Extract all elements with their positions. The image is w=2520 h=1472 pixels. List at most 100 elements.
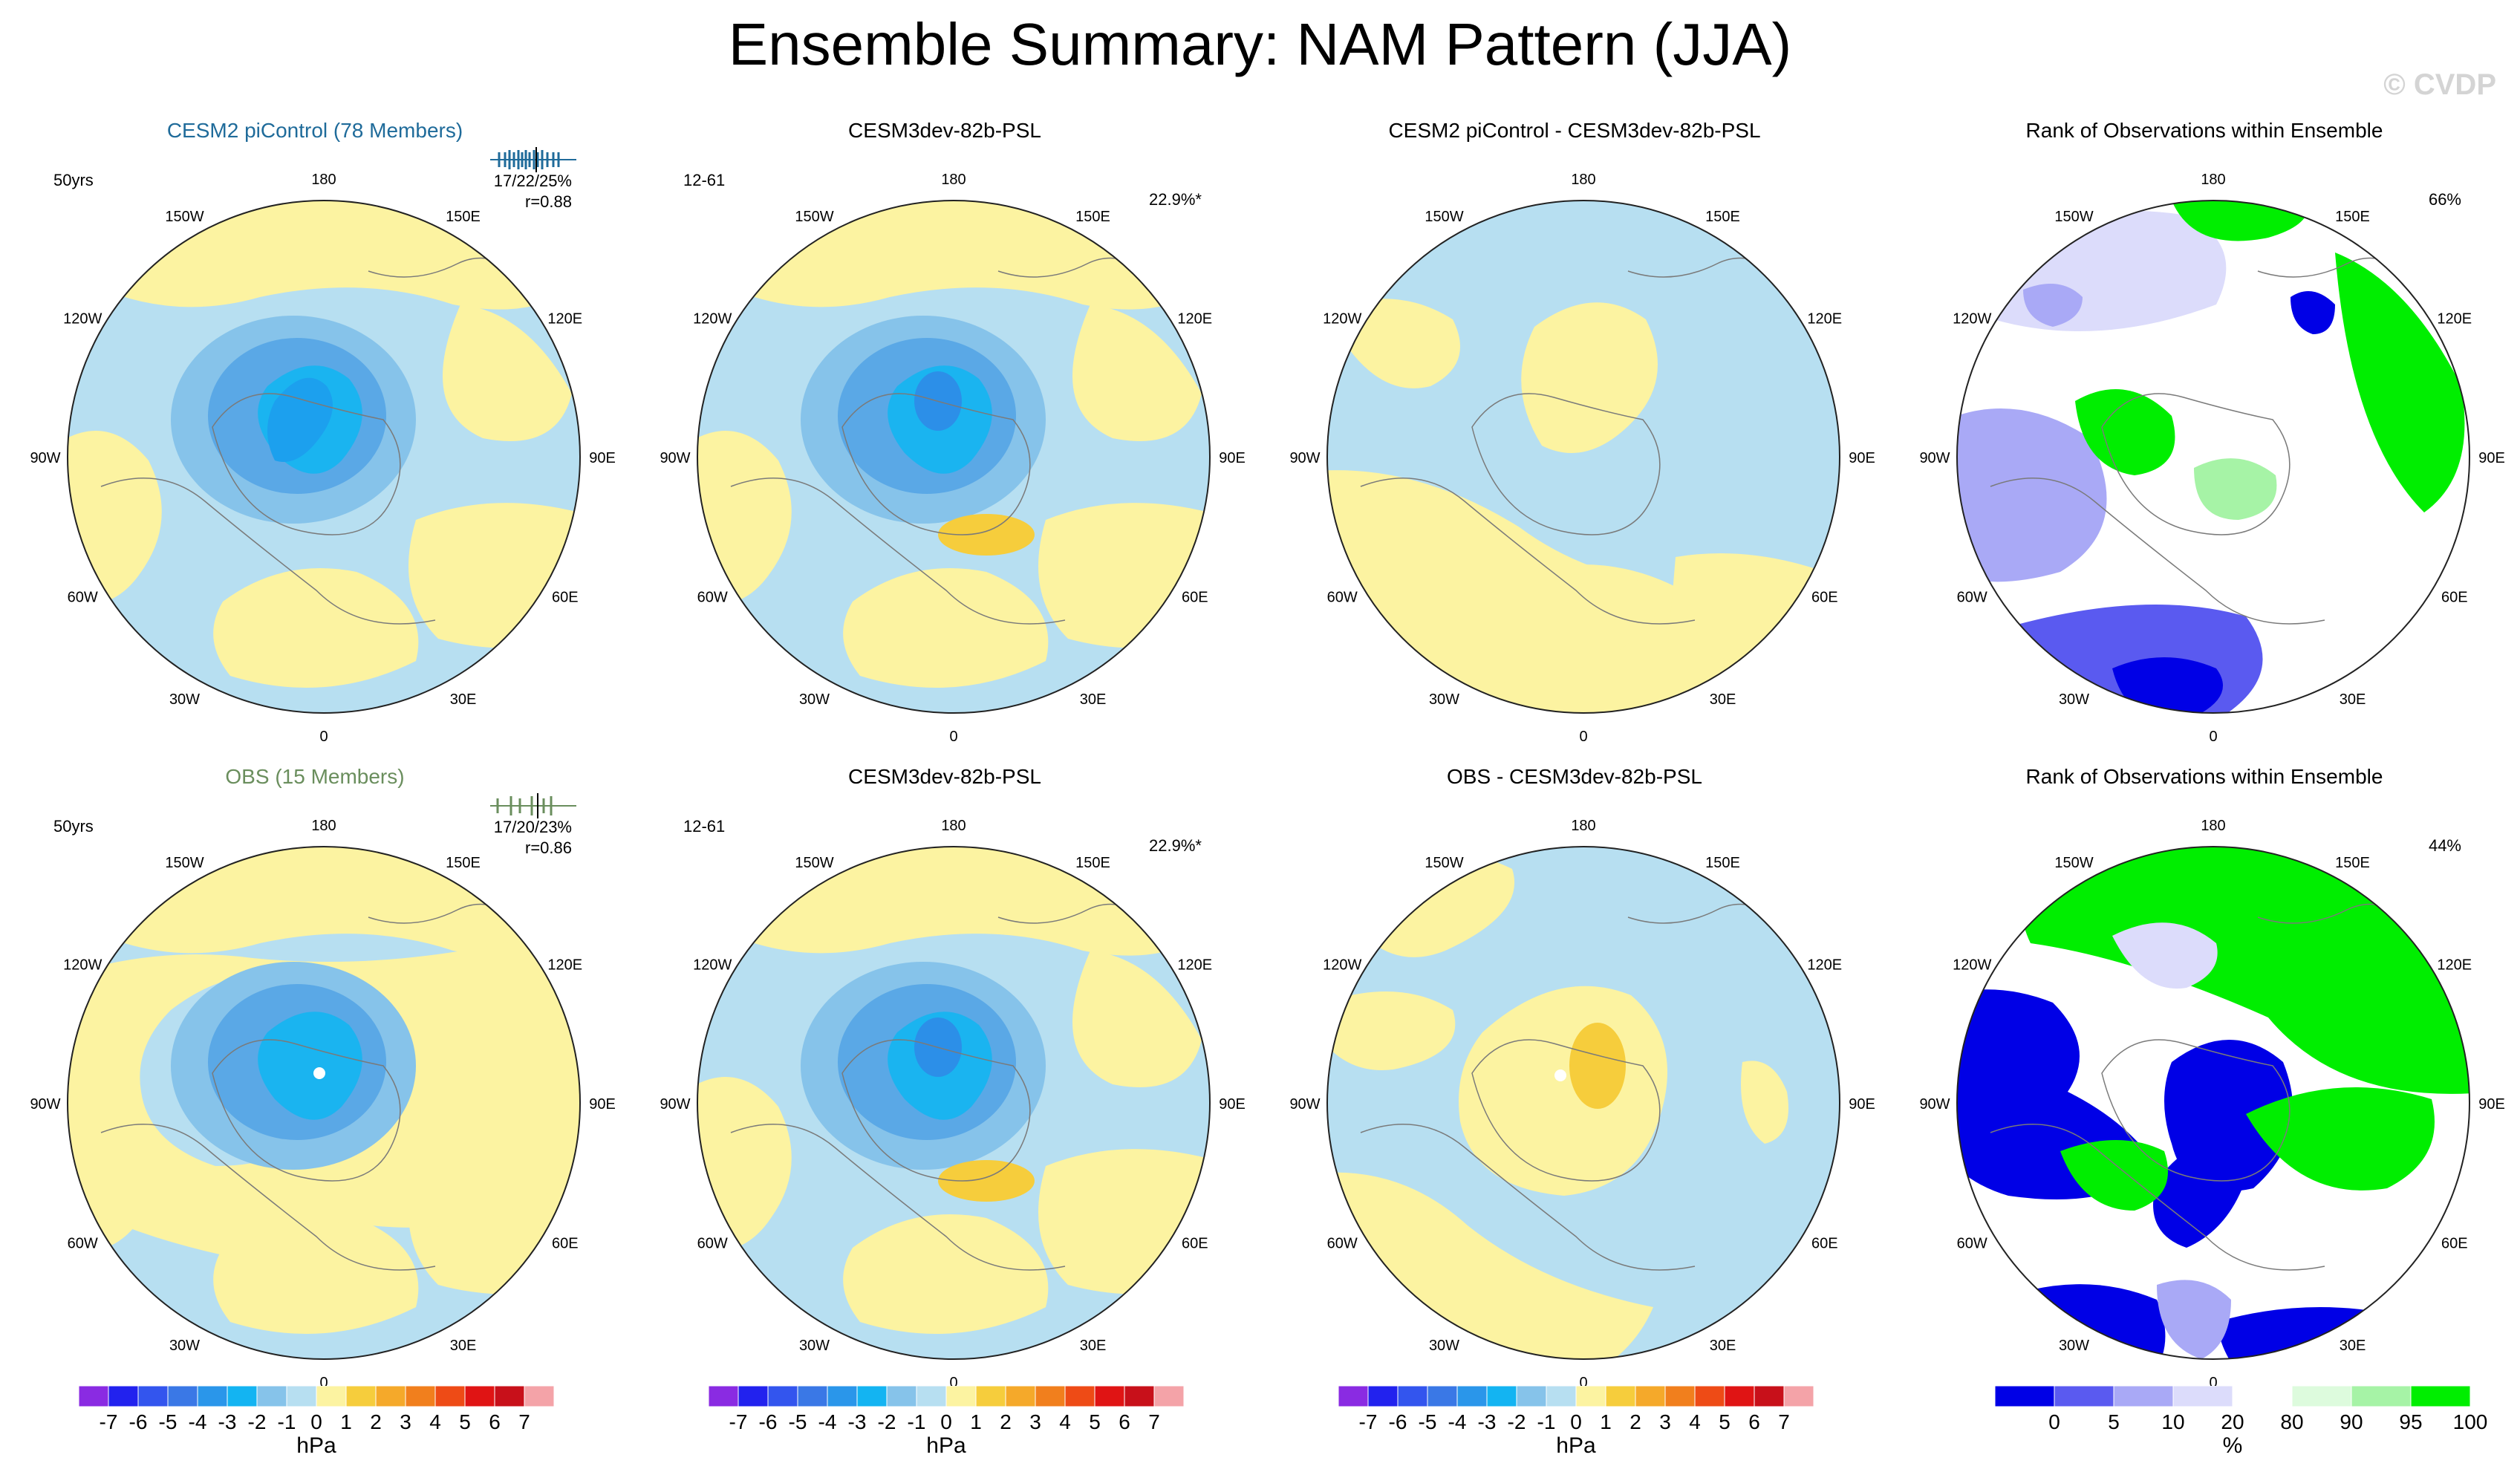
map-field (68, 847, 580, 1359)
lon-label: 180 (1571, 172, 1595, 188)
lon-label: 120W (693, 957, 732, 974)
positive-region (408, 503, 580, 648)
colorbar-label: 0 (2048, 1410, 2060, 1433)
spread-ticks (496, 796, 553, 815)
rank-region (2335, 253, 2465, 512)
colorbar-swatch (1605, 1385, 1636, 1407)
lon-label: 30E (450, 1338, 477, 1354)
map-svg: 180 150E 120E 90E 60E 30E 0 30W 60W 90W 120W 150W (1919, 172, 2505, 745)
years-label: 50yrs (53, 817, 94, 836)
positive-region (213, 1214, 419, 1334)
lon-label: 120E (1807, 311, 1842, 328)
coastline (212, 393, 401, 535)
positive-region (213, 568, 419, 688)
lon-label: 150E (1705, 209, 1740, 225)
colorbar-swatch (738, 1385, 769, 1407)
colorbar-swatch (827, 1385, 858, 1407)
panel-cesm2-picontrol: CESM2 piControl (78 Members) 50yrs 17/22… (0, 119, 630, 772)
colorbar-swatch (1035, 1385, 1066, 1407)
colorbar-label: 5 (2108, 1410, 2120, 1433)
panel-title: Rank of Observations within Ensemble (2025, 119, 2383, 142)
lon-label: 60E (1182, 590, 1208, 606)
coastline (212, 1039, 401, 1182)
coastline (2101, 1039, 2291, 1182)
positive-region (1072, 305, 1202, 441)
lon-label: 180 (941, 172, 966, 188)
rank-region (2157, 1280, 2231, 1359)
coastline (1360, 478, 1696, 625)
lon-label: 60W (1327, 590, 1358, 606)
lon-label: 120E (1807, 957, 1842, 974)
rank-region (2060, 1140, 2168, 1211)
colorbar-swatch (1694, 1385, 1725, 1407)
colorbar-label: -6 (1389, 1410, 1407, 1433)
colorbar-unit: hPa (1556, 1433, 1596, 1458)
rank-region (2023, 284, 2083, 327)
coastline (1471, 1039, 1661, 1182)
missing-data-dot (313, 1067, 325, 1079)
colorbar-swatch (494, 1385, 525, 1407)
map-border (1326, 200, 1840, 714)
lon-label: 180 (2201, 172, 2225, 188)
colorbar-swatch (1456, 1385, 1488, 1407)
lon-label: 180 (311, 172, 336, 188)
lon-label: 30E (2340, 691, 2366, 708)
colorbar-label: -2 (878, 1410, 896, 1433)
lon-label: 90E (1849, 450, 1875, 466)
colorbar-swatch (1546, 1385, 1577, 1407)
panel-difference-top: CESM2 piControl - CESM3dev-82b-PSL 180 15… (1260, 119, 1889, 772)
colorbar-label: -4 (1448, 1410, 1467, 1433)
lon-label: 150W (1425, 209, 1463, 225)
lon-label: 150E (2335, 855, 2370, 871)
rank-region (1957, 408, 2107, 582)
colorbar-swatch (2232, 1385, 2293, 1407)
colorbar-label: -6 (759, 1410, 778, 1433)
lon-label: 120E (1177, 957, 1212, 974)
colorbar-swatch (1367, 1385, 1399, 1407)
lon-label: 30E (1710, 691, 1736, 708)
colorbar-swatch (1338, 1385, 1369, 1407)
lon-label: 150E (2335, 209, 2370, 225)
colorbar-label: 2 (1629, 1410, 1641, 1433)
lon-label: 60W (697, 1236, 728, 1252)
coastline (2101, 393, 2291, 535)
coastline (730, 1124, 1066, 1271)
map-border (1956, 200, 2470, 714)
years-label: 12-61 (683, 817, 726, 836)
lon-label: 60W (1327, 1236, 1358, 1252)
lon-label: 60E (1811, 1236, 1838, 1252)
colorbar-label: 5 (1719, 1410, 1731, 1433)
colorbar-label: 1 (1600, 1410, 1612, 1433)
colorbar-swatch (2172, 1385, 2233, 1407)
stats-correlation: r=0.86 (525, 838, 572, 857)
colorbar-label: 100 (2453, 1410, 2488, 1433)
colorbar-label: 7 (518, 1410, 530, 1433)
map-field (697, 847, 1210, 1359)
lon-label: 150W (795, 209, 833, 225)
lon-label: 150E (446, 855, 481, 871)
lon-label: 180 (941, 818, 966, 834)
lon-label: 30W (1429, 691, 1459, 708)
map-field (1957, 847, 2469, 1359)
colorbar-label: 5 (1089, 1410, 1101, 1433)
positive-region (1072, 951, 1202, 1087)
lon-label: 90E (2478, 450, 2505, 466)
lon-label: 0 (949, 1375, 957, 1391)
stats-correlation: r=0.88 (525, 192, 572, 211)
ensemble-stats: 17/22/25% r=0.88 (371, 171, 572, 212)
colorbar-swatch (256, 1385, 287, 1407)
map-field (1327, 847, 1840, 1359)
variance-label: 22.9%* (1149, 190, 1202, 209)
colorbar-swatch (797, 1385, 828, 1407)
spread-ticks (498, 150, 560, 169)
lon-label: 90W (1919, 450, 1950, 466)
lon-label: 0 (2209, 729, 2217, 745)
rank-region (2246, 1087, 2435, 1191)
stats-percent: 17/22/25% (493, 172, 572, 190)
colorbar-label: -7 (1359, 1410, 1378, 1433)
lon-label: 150E (1705, 855, 1740, 871)
colorbar-swatch (1575, 1385, 1606, 1407)
lon-label: 120W (1953, 957, 1991, 974)
lon-label: 60E (1811, 590, 1838, 606)
colorbar-label: -3 (218, 1410, 237, 1433)
